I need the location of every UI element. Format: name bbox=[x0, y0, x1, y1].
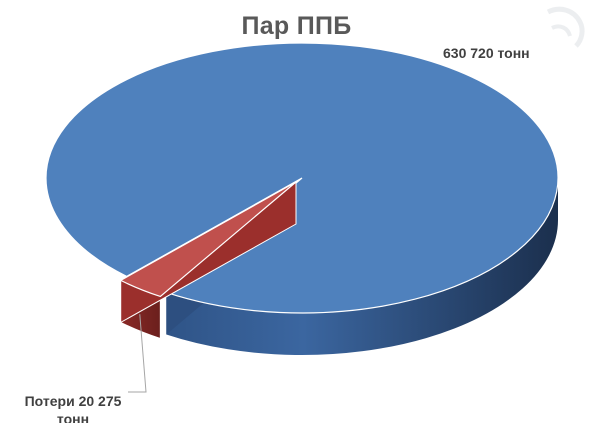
watermark-icon bbox=[546, 6, 585, 48]
pie-slice-main bbox=[45, 42, 559, 314]
chart-title: Пар ППБ bbox=[241, 12, 352, 40]
data-label-losses: Потери 20 275 тонн bbox=[25, 393, 122, 423]
pie-slice-losses bbox=[119, 181, 297, 298]
data-label-main: 630 720 тонн bbox=[443, 45, 530, 61]
pie-slice-side-main bbox=[166, 178, 558, 355]
leader-line-losses bbox=[128, 314, 147, 393]
